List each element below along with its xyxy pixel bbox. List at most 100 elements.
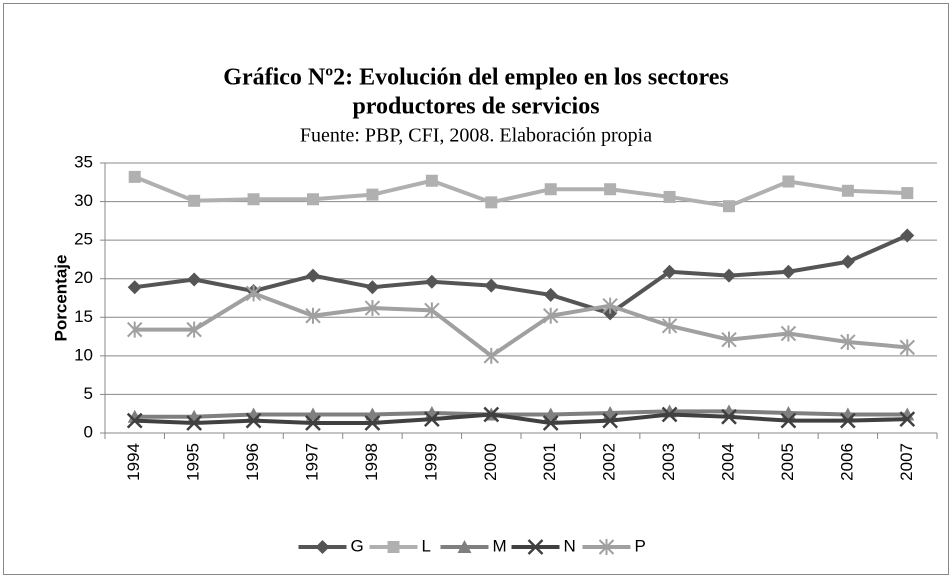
x-tick-label: 1995 — [184, 443, 203, 481]
x-tick-label: 1997 — [302, 443, 321, 481]
point — [543, 307, 559, 324]
point — [604, 183, 617, 196]
legend-label: L — [422, 536, 431, 555]
point — [127, 280, 142, 295]
point — [543, 407, 558, 421]
point — [661, 317, 678, 334]
y-tick-label: 20 — [74, 268, 93, 287]
point — [483, 406, 500, 423]
point — [662, 264, 677, 279]
point — [128, 170, 141, 183]
point — [127, 321, 143, 338]
point — [782, 175, 795, 188]
point — [306, 407, 320, 421]
legend-label: M — [493, 536, 507, 555]
x-tick-label: 2001 — [540, 443, 559, 481]
y-tick-label: 15 — [74, 307, 93, 326]
point — [425, 174, 438, 187]
chart-title: Gráfico Nº2: Evolución del empleo en los… — [223, 65, 728, 91]
series-line — [134, 233, 909, 316]
point — [305, 307, 321, 324]
y-axis-label: Porcentaje — [51, 255, 70, 342]
y-tick-label: 25 — [74, 230, 93, 249]
series-line — [133, 175, 908, 209]
point — [484, 278, 499, 293]
legend-marker — [315, 540, 330, 554]
point — [901, 187, 914, 200]
point — [602, 297, 618, 314]
legend-marker — [527, 539, 544, 555]
y-tick-label: 35 — [74, 152, 93, 171]
point — [542, 415, 559, 431]
point — [366, 188, 379, 201]
series-line — [134, 409, 908, 419]
legend-marker — [387, 541, 400, 553]
x-tick-label: 2005 — [778, 443, 797, 481]
legend-label: N — [564, 536, 576, 555]
x-tick-label: 1994 — [124, 443, 143, 481]
point — [186, 415, 203, 431]
point — [663, 190, 676, 203]
point — [364, 415, 381, 431]
x-tick-label: 1998 — [362, 443, 381, 481]
point — [188, 194, 201, 207]
point — [900, 228, 915, 243]
point — [780, 412, 797, 429]
point — [305, 415, 321, 431]
x-tick-label: 2000 — [481, 443, 500, 481]
point — [544, 183, 557, 196]
point — [483, 347, 499, 364]
point — [721, 408, 737, 425]
point — [186, 321, 202, 338]
point — [602, 412, 619, 429]
x-tick-label: 1999 — [421, 443, 440, 481]
point — [485, 196, 498, 209]
point — [780, 325, 797, 342]
point — [306, 268, 320, 283]
point — [839, 412, 856, 429]
point — [543, 287, 558, 302]
y-tick-label: 0 — [84, 422, 93, 441]
point — [723, 200, 735, 213]
legend-marker — [598, 539, 615, 555]
chart-title: productores de servicios — [352, 94, 599, 120]
x-tick-label: 2007 — [897, 443, 916, 481]
point — [365, 407, 380, 421]
chart-border — [3, 3, 949, 575]
x-tick-label: 2004 — [718, 443, 737, 481]
legend-label: G — [351, 536, 364, 555]
series-line — [134, 412, 908, 425]
x-tick-label: 2006 — [837, 443, 856, 481]
point — [307, 193, 319, 206]
point — [661, 406, 678, 423]
point — [899, 339, 915, 356]
point — [423, 411, 440, 427]
x-tick-label: 2003 — [659, 443, 678, 481]
point — [187, 272, 202, 287]
point — [245, 412, 262, 429]
y-tick-label: 5 — [84, 384, 93, 403]
y-tick-label: 30 — [74, 191, 93, 210]
point — [424, 274, 439, 289]
point — [781, 264, 796, 279]
point — [424, 302, 440, 319]
point — [247, 193, 260, 206]
point — [364, 300, 381, 317]
x-tick-label: 1996 — [243, 443, 262, 481]
point — [721, 331, 737, 348]
point — [840, 254, 855, 269]
point — [840, 333, 856, 350]
point — [365, 280, 380, 295]
point — [841, 184, 854, 197]
legend-marker — [457, 540, 472, 553]
point — [899, 411, 916, 427]
chart-subtitle: Fuente: PBP, CFI, 2008. Elaboración prop… — [300, 125, 652, 147]
series-line — [134, 291, 908, 358]
legend-label: P — [635, 536, 646, 555]
y-tick-label: 10 — [74, 345, 93, 364]
point — [722, 268, 736, 283]
point — [126, 412, 143, 429]
x-tick-label: 2002 — [600, 443, 619, 481]
point — [245, 285, 262, 302]
